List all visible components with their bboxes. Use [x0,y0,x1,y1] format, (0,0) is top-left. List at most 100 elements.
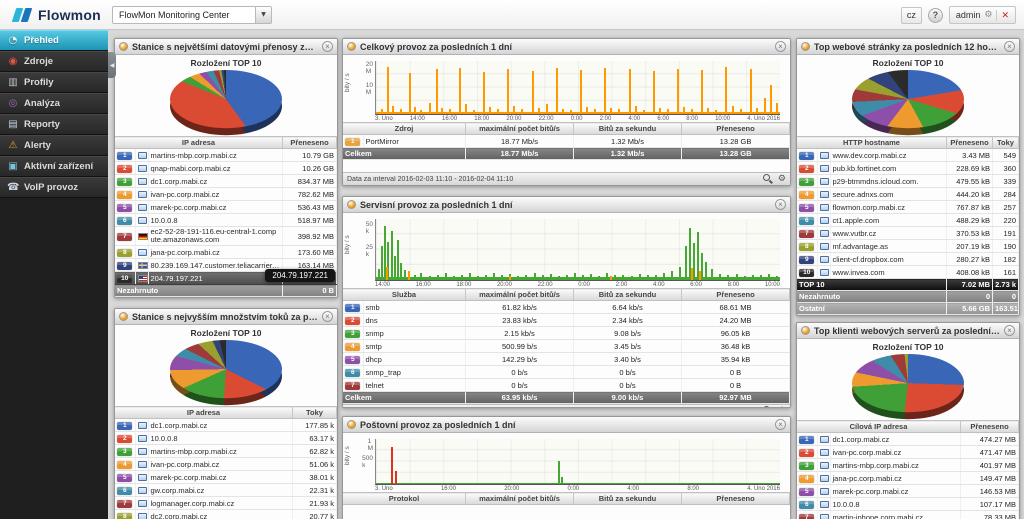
sidebar-item-voip-provoz[interactable]: ☎ VoIP provoz [0,177,108,198]
table-row[interactable]: 2 dns 23.83 kb/s 2.34 kb/s 24.20 MB [343,313,790,327]
table-row[interactable]: 6 10.0.0.8 518.97 MB [115,213,337,227]
table-row[interactable]: 4 ivan-pc.corp.mabi.cz 782.62 MB [115,187,337,201]
table-row[interactable]: 1 smb 61.82 kb/s 6.64 kb/s 68.61 MB [343,300,790,314]
table-row[interactable]: 6 snmp_trap 0 b/s 0 b/s 0 B [343,365,790,379]
host-icon [819,165,829,173]
panel-header[interactable]: Top webové stránky za posledních 12 hodi… [797,39,1019,55]
y-axis-label: bity / s [344,446,351,466]
table-row[interactable]: 5 flowmon.corp.mabi.cz 767.87 kB 257 [797,200,1019,214]
table-row[interactable]: 3 snmp 2.15 kb/s 9.08 b/s 96.05 kB [343,326,790,340]
close-icon[interactable]: × [775,419,786,430]
panel-header[interactable]: Poštovní provoz za posledních 1 dní × [343,417,790,433]
close-icon[interactable]: × [1004,41,1015,52]
table-row[interactable]: 1 PortMirror 18.77 Mb/s 1.32 Mb/s 13.28 GB [343,134,790,148]
table-row[interactable]: 4 secure.adnxs.com 444.20 kB 284 [797,187,1019,201]
panel-header[interactable]: Top klienti webových serverů za poslední… [797,323,1019,339]
host-name: ec2-52-28-191-116.eu-central-1.compute.a… [148,226,283,246]
table-row[interactable]: 3 p29-btmmdns.icloud.com. 479.55 kB 339 [797,174,1019,188]
table-row[interactable]: 7 telnet 0 b/s 0 b/s 0 B [343,378,790,392]
help-button[interactable]: ? [927,7,943,23]
table-row[interactable]: 1 dc1.corp.mabi.cz 474.27 MB [797,432,1019,446]
series-spike [622,274,625,280]
data-table: Protokol maximální počet bitů/s Bitů za se… [343,492,790,505]
zoom-icon[interactable] [762,174,773,184]
sidebar-item-label: Zdroje [24,56,54,67]
series-baseline [376,277,780,280]
table-row[interactable]: 9 80.239.169.147.customer.teliacarrier.co… [115,258,337,272]
rank-badge: 4 [799,190,815,199]
cell-value: 21.93 k [292,496,337,510]
panel-title: Top webové stránky za posledních 12 hodi… [814,41,1000,52]
panel-header[interactable]: Stanice s největšími datovými přenosy za… [115,39,337,55]
sidebar-collapse-handle[interactable]: ◀ [108,52,116,78]
close-icon[interactable]: × [322,311,333,322]
table-row[interactable]: 1 martins-mbp.corp.mabi.cz 10.79 GB [115,148,337,162]
sidebar-item-aktivni-zarizeni[interactable]: ▣ Aktivní zařízení [0,156,108,177]
close-icon[interactable]: × [775,199,786,210]
table-row[interactable]: 4 ivan-pc.corp.mabi.cz 51.06 k [115,457,337,471]
host-icon [137,487,147,495]
cell-value: 22.31 k [292,483,337,497]
table-row[interactable]: 4 jana-pc.corp.mabi.cz 149.47 MB [797,471,1019,485]
sidebar-item-alerty[interactable]: ⚠ Alerty [0,135,108,156]
series-spike [561,108,564,114]
table-row[interactable]: 5 marek-pc.corp.mabi.cz 38.01 k [115,470,337,484]
language-button[interactable]: cz [900,6,922,24]
sidebar-item-zdroje[interactable]: ◉ Zdroje [0,51,108,72]
user-settings-icon[interactable]: ⚙ [984,10,993,20]
table-row[interactable]: 1 dc1.corp.mabi.cz 177.85 k [115,418,337,432]
table-row[interactable]: 2 qnap-mabi.corp.mabi.cz 10.26 GB [115,161,337,175]
series-spike [390,231,393,280]
logout-icon[interactable]: ✕ [1001,9,1009,20]
table-row[interactable]: 2 pub.kb.fortinet.com 228.69 kB 360 [797,161,1019,175]
close-icon[interactable]: × [322,41,333,52]
table-row[interactable]: 5 marek-pc.corp.mabi.cz 146.53 MB [797,484,1019,498]
table-row[interactable]: 8 jana-pc.corp.mabi.cz 173.60 MB [115,245,337,259]
table-row[interactable]: 7 logmanager.corp.mabi.cz 21.93 k [115,496,337,510]
sidebar-item-reporty[interactable]: ▤ Reporty [0,114,108,135]
table-row[interactable]: 1 www.dev.corp.mabi.cz 3.43 MB 549 [797,148,1019,162]
table-row[interactable]: 6 gw.corp.mabi.cz 22.31 k [115,483,337,497]
zoom-icon[interactable] [762,406,773,407]
chevron-down-icon[interactable]: ▼ [255,6,271,23]
table-row[interactable]: 7 martin-iphone.corp.mabi.cz 78.33 MB [797,510,1019,519]
table-row[interactable]: 5 dhcp 142.29 b/s 3.40 b/s 35.94 kB [343,352,790,366]
sidebar-item-label: Aktivní zařízení [24,161,94,172]
app-selector-dropdown[interactable]: FlowMon Monitoring Center ▼ [112,5,272,24]
table-row[interactable]: 3 dc1.corp.mabi.cz 834.37 MB [115,174,337,188]
settings-icon[interactable]: ⚙ [778,406,786,407]
cell-value: 1.32 Mb/s [573,134,682,148]
table-row[interactable]: 2 10.0.0.8 63.17 k [115,431,337,445]
table-row[interactable]: 3 martins-mbp.corp.mabi.cz 62.82 k [115,444,337,458]
sidebar-item-analyza[interactable]: ◎ Analýza [0,93,108,114]
table-row[interactable]: 3 martins-mbp.corp.mabi.cz 401.97 MB [797,458,1019,472]
table-row[interactable]: 4 smtp 500.99 b/s 3.45 b/s 36.48 kB [343,339,790,353]
settings-icon[interactable]: ⚙ [777,174,786,184]
table-row[interactable]: 2 ivan-pc.corp.mabi.cz 471.47 MB [797,445,1019,459]
table-row[interactable]: 6 ct1.apple.com 488.29 kB 220 [797,213,1019,227]
close-icon[interactable]: × [775,41,786,52]
cell-value: 36.48 kB [681,339,790,353]
sidebar-item-prehled[interactable]: ◔ Přehled [0,30,108,51]
table-row[interactable]: 8 mf.advantage.as 207.19 kB 190 [797,239,1019,253]
panel-header[interactable]: Stanice s nejvyšším množstvím toků za po… [115,309,337,325]
close-icon[interactable]: × [1004,325,1015,336]
host-name: jana-pc.corp.mabi.cz [148,245,283,259]
table-row[interactable]: 9 client-cf.dropbox.com 280.27 kB 182 [797,252,1019,266]
table-row[interactable]: 10 204.79.197.221153.27 MB204.79.197.221 [115,269,337,285]
table-row[interactable]: 10 www.invea.com 408.08 kB 161 [797,265,1019,279]
pie-chart-title: Rozložení TOP 10 [872,58,944,68]
panel-header[interactable]: Celkový provoz za posledních 1 dní × [343,39,790,55]
cell-value: 2.15 kb/s [465,326,574,340]
series-spike [409,72,412,114]
table-row[interactable]: 5 marek-pc.corp.mabi.cz 536.43 MB [115,200,337,214]
table-row[interactable]: 7 www.vutbr.cz 370.53 kB 191 [797,226,1019,240]
table-row[interactable]: 8 dc2.corp.mabi.cz 20.77 k [115,509,337,519]
cell-value: 549 [992,148,1019,162]
panel-header[interactable]: Servisní provoz za posledních 1 dní × [343,197,790,213]
cell-value: 0 b/s [465,365,574,379]
data-table: Cílová IP adresa Přeneseno 1 dc1.corp.mabi.… [797,420,1019,519]
table-row[interactable]: 7 ec2-52-28-191-116.eu-central-1.compute.… [115,226,337,246]
table-row[interactable]: 6 10.0.0.8 107.17 MB [797,497,1019,511]
sidebar-item-profily[interactable]: ▥ Profily [0,72,108,93]
